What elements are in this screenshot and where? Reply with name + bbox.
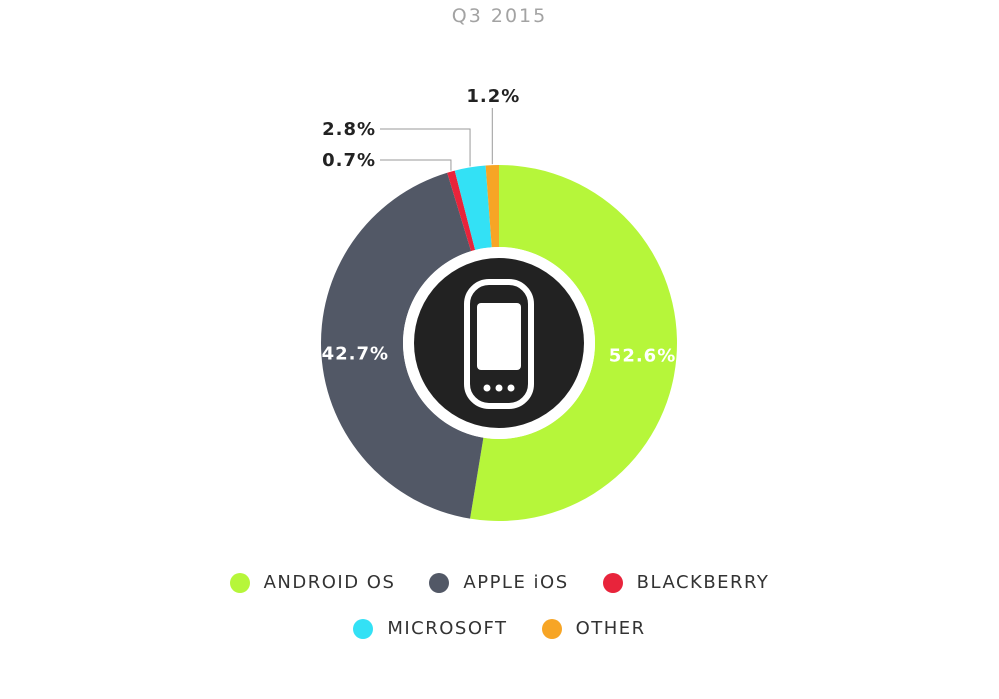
- legend-item-other: OTHER: [541, 618, 646, 639]
- slice-other: [485, 165, 499, 248]
- legend-row-1: ANDROID OS APPLE iOS BLACKBERRY: [0, 572, 999, 593]
- leader-line-blackberry: [380, 159, 452, 171]
- legend-item-apple: APPLE iOS: [429, 572, 568, 593]
- leader-line-microsoft: [380, 128, 471, 167]
- legend-row-2: MICROSOFT OTHER: [0, 618, 999, 639]
- legend-item-microsoft: MICROSOFT: [353, 618, 507, 639]
- leader-lines: [380, 108, 493, 171]
- value-label-android: 52.6%: [609, 346, 676, 367]
- legend-swatch-android: [229, 572, 250, 593]
- donut-slices: [320, 165, 677, 521]
- legend-label-blackberry: BLACKBERRY: [636, 572, 770, 593]
- value-label-microsoft: 2.8%: [322, 119, 376, 140]
- value-label-other: 1.2%: [466, 86, 520, 107]
- legend-swatch-microsoft: [353, 618, 374, 639]
- legend-swatch-blackberry: [602, 572, 623, 593]
- legend-item-blackberry: BLACKBERRY: [602, 572, 770, 593]
- slice-blackberry: [447, 170, 476, 252]
- legend-item-android: ANDROID OS: [229, 572, 396, 593]
- slice-android: [470, 165, 677, 521]
- legend-swatch-apple: [429, 572, 450, 593]
- slice-microsoft: [454, 165, 492, 251]
- value-label-blackberry: 0.7%: [322, 150, 376, 171]
- legend-label-other: OTHER: [575, 618, 646, 639]
- legend-label-apple: APPLE iOS: [463, 572, 569, 593]
- legend-label-android: ANDROID OS: [263, 572, 396, 593]
- smartphone-icon: [464, 279, 534, 409]
- legend-swatch-other: [541, 618, 562, 639]
- chart-title: Q3 2015: [451, 5, 548, 27]
- value-label-apple: 42.7%: [322, 343, 389, 364]
- slice-apple: [320, 172, 484, 519]
- donut-chart: 52.6% 42.7% 0.7% 2.8% 1.2%: [320, 86, 677, 521]
- value-labels: 52.6% 42.7% 0.7% 2.8% 1.2%: [322, 86, 676, 367]
- legend-label-microsoft: MICROSOFT: [387, 618, 508, 639]
